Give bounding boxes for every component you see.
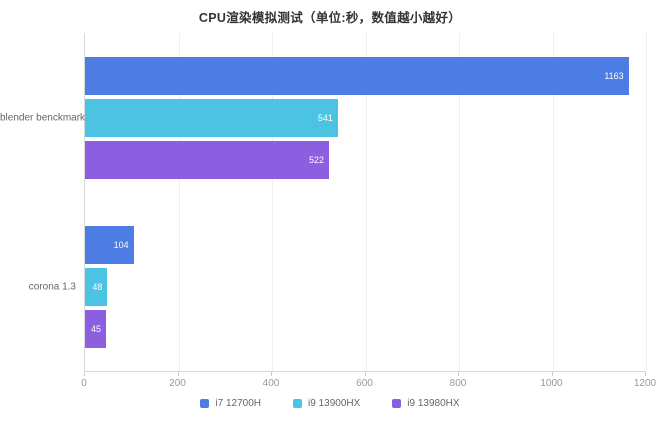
gridline	[552, 33, 554, 371]
x-tick-label: 1200	[633, 378, 657, 389]
x-tick-label: 800	[449, 378, 467, 389]
legend-label: i9 13900HX	[308, 398, 361, 409]
legend-item[interactable]: i9 13900HX	[293, 398, 360, 409]
legend-swatch-icon	[392, 399, 402, 408]
gridline	[365, 33, 367, 371]
gridline	[646, 33, 647, 371]
bar-value-label: 45	[91, 323, 102, 334]
axis-tick	[364, 372, 366, 376]
x-tick-label: 1000	[540, 378, 563, 389]
category-label: blender benckmark	[0, 112, 86, 123]
bar[interactable]: 48	[85, 267, 108, 306]
legend-item[interactable]: i9 13980HX	[392, 398, 460, 409]
bar-group: 104 48 45	[85, 202, 646, 371]
x-tick-label: 400	[262, 378, 280, 389]
axis-tick	[177, 372, 179, 376]
chart-title: CPU渲染模拟测试（单位:秒，数值越小越好）	[198, 11, 462, 25]
x-tick-label: 600	[356, 378, 373, 389]
legend-swatch-icon	[293, 399, 303, 408]
bar-value-label: 48	[92, 281, 103, 292]
axis-tick	[645, 372, 646, 376]
bar-value-label: 104	[113, 239, 129, 250]
bar-value-label: 1163	[604, 70, 624, 81]
legend-item[interactable]: i7 12700H	[200, 398, 261, 409]
bar[interactable]: 45	[85, 309, 107, 348]
legend-swatch-icon	[200, 399, 210, 408]
legend-label: i7 12700H	[215, 398, 262, 409]
gridline	[272, 33, 273, 371]
category-label: corona 1.3	[28, 281, 76, 292]
bar[interactable]: 1163	[85, 56, 629, 95]
gridline	[178, 33, 180, 371]
bar-group: 1163 541 522	[85, 33, 646, 202]
legend-label: i9 13980HX	[407, 398, 460, 409]
gridline	[459, 33, 460, 371]
bar[interactable]: 541	[85, 98, 338, 137]
bar-value-label: 522	[309, 154, 325, 165]
bar[interactable]: 104	[85, 225, 134, 264]
x-tick-label: 200	[169, 378, 186, 389]
axis-tick	[84, 372, 85, 376]
axis-tick	[271, 372, 272, 376]
bar-value-label: 541	[317, 112, 333, 123]
x-tick-label: 0	[81, 378, 87, 389]
axis-tick	[551, 372, 553, 376]
axis-tick	[458, 372, 459, 376]
bar[interactable]: 522	[85, 140, 330, 179]
plot-area: 1163 541 522 104 48 45	[84, 33, 647, 372]
legend: i7 12700H i9 13900HX i9 13980HX	[0, 398, 660, 409]
